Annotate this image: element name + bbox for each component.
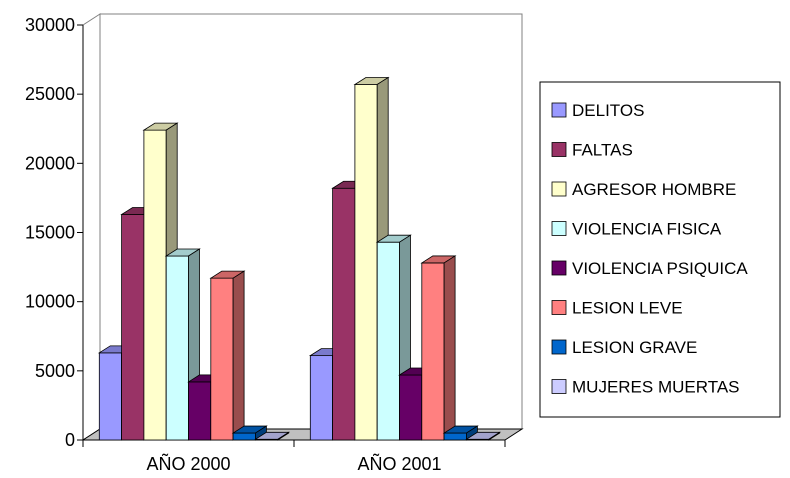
- bar: [164, 248, 201, 441]
- bar-front: [165, 255, 189, 441]
- bar-front: [210, 277, 234, 441]
- x-tick-label: AÑO 2001: [357, 453, 441, 474]
- legend-swatch: [551, 181, 567, 197]
- bar-front: [443, 432, 467, 441]
- y-tick-label: 30000: [25, 15, 75, 35]
- bar: [231, 425, 268, 441]
- y-tick-label: 0: [65, 430, 75, 450]
- y-axis: 0 5000 10000 15000 20000 25000 30000: [25, 15, 84, 450]
- bar-side: [277, 431, 290, 441]
- bar-front: [232, 432, 256, 441]
- bar-front: [354, 84, 378, 441]
- legend-swatch: [551, 339, 567, 355]
- bar: [209, 270, 246, 441]
- legend-swatch: [551, 379, 567, 394]
- bar-front: [143, 129, 167, 441]
- bar-front: [98, 352, 123, 441]
- bar-front: [421, 262, 445, 441]
- bar-side: [443, 255, 456, 441]
- legend-label: LESION LEVE: [572, 299, 683, 318]
- bars: [97, 76, 502, 441]
- bar-side: [232, 270, 245, 441]
- bar-front: [188, 381, 212, 441]
- legend-swatch: [551, 142, 567, 157]
- bar-front: [309, 355, 333, 441]
- legend: DELITOS FALTAS AGRESOR HOMBRE VIOLENCIA FIS…: [539, 81, 781, 418]
- legend-label: VIOLENCIA PSIQUICA: [572, 259, 748, 278]
- y-tick-label: 25000: [25, 84, 75, 104]
- legend-label: FALTAS: [572, 141, 633, 160]
- bar: [465, 431, 502, 441]
- bar-front: [332, 187, 356, 441]
- bar-front: [399, 374, 423, 441]
- legend-label: VIOLENCIA FISICA: [572, 220, 722, 239]
- legend-label: MUJERES MUERTAS: [572, 378, 740, 397]
- x-axis: AÑO 2000 AÑO 2001: [82, 439, 506, 474]
- y-tick-label: 10000: [25, 292, 75, 312]
- bar-front: [376, 241, 400, 441]
- y-tick-label: 15000: [25, 223, 75, 243]
- x-tick-label: AÑO 2000: [146, 453, 230, 474]
- legend-label: AGRESOR HOMBRE: [572, 180, 736, 199]
- y-tick-label: 20000: [25, 153, 75, 173]
- legend-swatch: [551, 102, 567, 118]
- legend-label: DELITOS: [572, 101, 644, 120]
- bar-front: [121, 214, 145, 441]
- legend-box: [539, 81, 781, 418]
- y-tick-label: 5000: [35, 361, 75, 381]
- bar: [420, 255, 457, 441]
- bar-side: [488, 431, 501, 441]
- legend-swatch: [551, 260, 567, 276]
- legend-swatch: [551, 300, 567, 315]
- bar: [254, 431, 291, 441]
- legend-label: LESION GRAVE: [572, 338, 697, 357]
- legend-swatch: [551, 221, 567, 236]
- bar: [442, 425, 479, 441]
- side-wall: [82, 13, 101, 441]
